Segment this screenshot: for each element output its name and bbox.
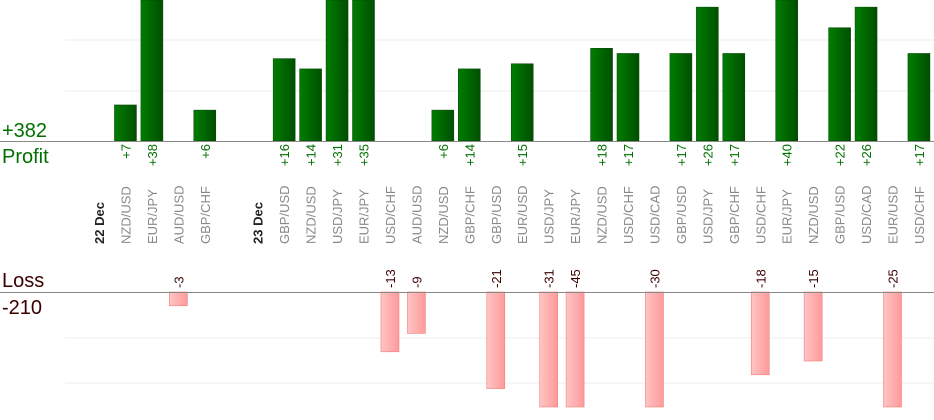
profit-value-label: +6 [436,144,451,159]
category-label: EUR/JPY [145,189,160,244]
loss-total: -210 [2,297,42,319]
category-label: EUR/JPY [780,189,795,244]
category-label: NZD/USD [304,186,319,244]
profit-value-label: +17 [621,144,636,166]
profit-value-label: +17 [674,144,689,166]
profit-label: Profit [2,146,49,168]
profit-bar [458,68,481,142]
profit-total: +382 [2,120,47,142]
loss-bar [565,291,585,408]
profit-bar [722,53,746,142]
loss-value-label: -21 [489,269,504,288]
category-label: EUR/USD [886,185,901,244]
profit-value-label: +26 [700,144,715,166]
loss-bar [407,291,426,334]
category-label: USD/CAD [859,185,874,244]
category-label: EUR/USD [515,185,530,244]
loss-bar [169,291,188,307]
loss-bar [486,291,506,389]
loss-value-label: -31 [542,269,557,288]
loss-value-label: -9 [409,276,424,288]
loss-value-label: -45 [568,269,583,288]
profit-value-label: +16 [277,144,292,166]
profit-value-label: +17 [912,144,927,166]
profit-bar [907,53,931,142]
category-label: USD/JPY [700,189,715,244]
category-label: USD/CAD [647,185,662,244]
category-label: GBP/USD [489,185,504,244]
category-label: USD/CHF [383,186,398,244]
profit-value-label: +35 [357,144,372,166]
loss-bar [380,291,400,353]
profit-bar [854,6,878,142]
category-label: EUR/JPY [357,189,372,244]
loss-bar [883,291,902,408]
profit-bar [352,0,375,142]
loss-value-label: -13 [383,269,398,288]
profit-bar [114,104,137,142]
profit-bar [616,53,640,142]
profit-bar [696,6,719,142]
loss-value-label: -30 [647,269,662,288]
date-label: 22 Dec [92,202,107,244]
category-label: USD/JPY [330,189,345,244]
profit-bar [828,27,851,142]
loss-label: Loss [2,270,44,292]
category-label: USD/CHF [621,186,636,244]
category-label: GBP/USD [277,185,292,244]
loss-value-label: -18 [753,269,768,288]
category-label: GBP/USD [833,185,848,244]
loss-bar [645,291,664,408]
profit-bar [193,109,217,142]
profit-bar [325,0,349,142]
profit-bar [775,0,798,142]
profit-value-label: +38 [145,144,160,166]
category-label: USD/JPY [542,189,557,244]
category-label: NZD/USD [118,186,133,244]
loss-bar [803,291,823,362]
category-label: NZD/USD [595,186,610,244]
profit-value-label: +14 [462,144,477,166]
profit-bar [431,109,455,142]
profit-value-label: +17 [727,144,742,166]
profit-value-label: +26 [859,144,874,166]
category-label: GBP/CHF [462,186,477,244]
profit-value-label: +22 [833,144,848,166]
profit-bar [140,0,164,142]
profit-bar [510,63,534,142]
category-label: AUD/USD [409,185,424,244]
loss-bar [750,291,770,376]
category-label: NZD/USD [436,186,451,244]
category-label: GBP/CHF [198,186,213,244]
loss-value-label: -3 [171,276,186,288]
profit-value-label: +18 [595,144,610,166]
category-label: GBP/CHF [727,186,742,244]
profit-bar [299,68,322,142]
loss-bar [539,291,558,408]
category-label: AUD/USD [171,185,186,244]
profit-value-label: +31 [330,144,345,166]
profit-bar [669,53,693,142]
profit-bar [590,48,613,142]
category-label: USD/CHF [912,186,927,244]
category-label: USD/CHF [753,186,768,244]
profit-value-label: +40 [780,144,795,166]
profit-value-label: +6 [198,144,213,159]
profit-bar [272,58,296,142]
profit-value-label: +14 [304,144,319,166]
profit-value-label: +15 [515,144,530,166]
loss-value-label: -15 [806,269,821,288]
category-label: GBP/USD [674,185,689,244]
profit-value-label: +7 [118,144,133,159]
category-label: NZD/USD [806,186,821,244]
date-label: 23 Dec [251,202,266,244]
loss-value-label: -25 [886,269,901,288]
category-label: EUR/JPY [568,189,583,244]
